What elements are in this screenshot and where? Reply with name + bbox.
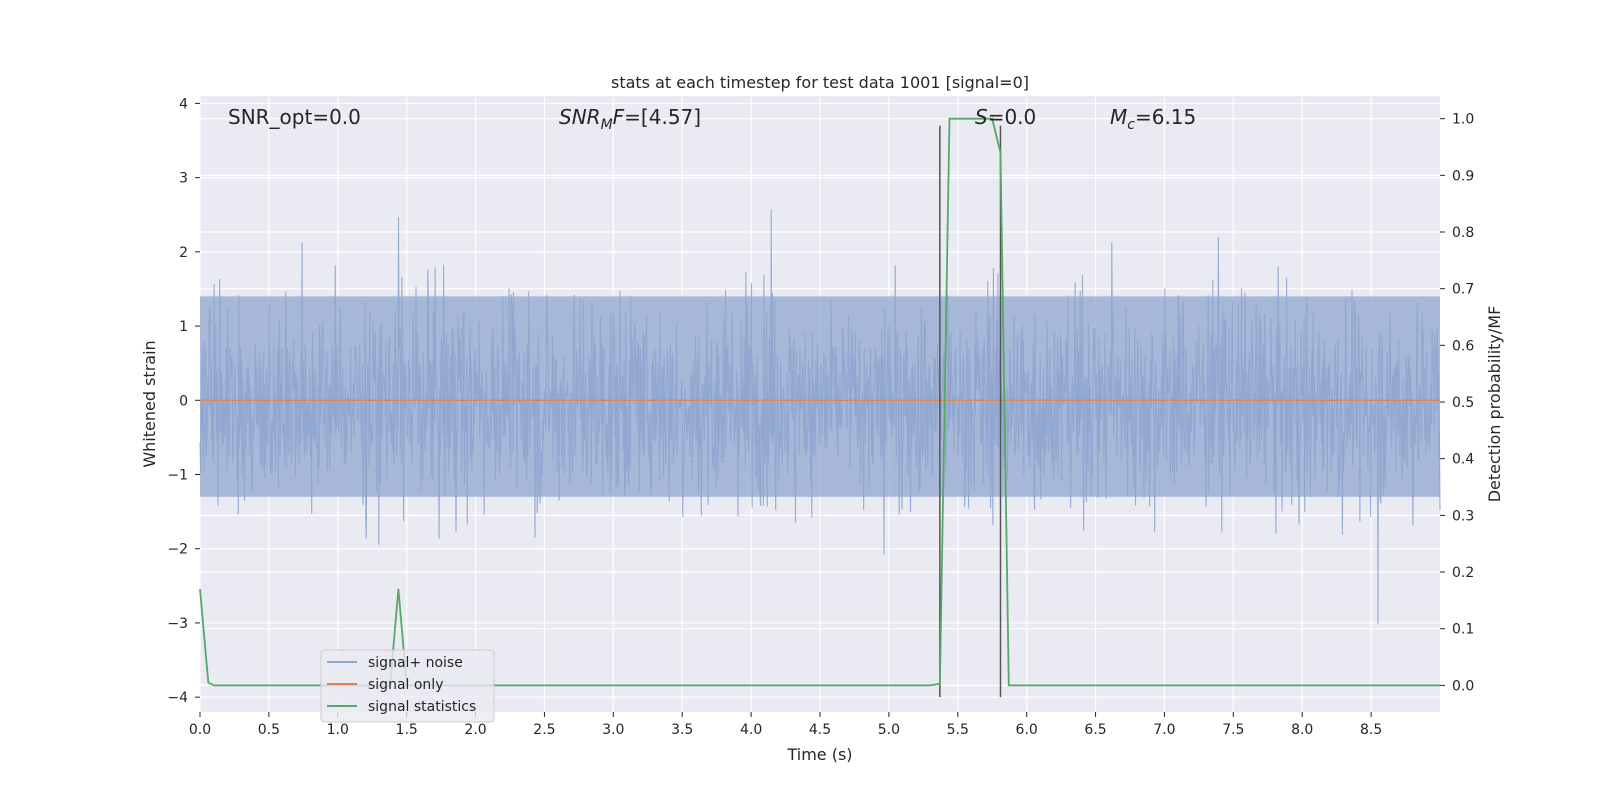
mc-value: =6.15 <box>1135 105 1196 129</box>
right-y-tick-label: 1.0 <box>1452 112 1474 128</box>
left-y-tick-label: −4 <box>167 690 188 706</box>
x-tick-label: 8.5 <box>1360 722 1382 738</box>
right-y-tick-label: 0.8 <box>1452 225 1474 241</box>
right-y-tick-label: 0.7 <box>1452 282 1474 298</box>
mc-symbol: M <box>1110 105 1127 129</box>
mc-subscript: c <box>1127 117 1135 133</box>
x-axis-label: Time (s) <box>786 745 852 764</box>
right-y-tick-label: 0.0 <box>1452 678 1474 694</box>
left-y-axis-label: Whitened strain <box>140 340 159 467</box>
legend-label-signal-noise: signal+ noise <box>368 655 463 671</box>
x-tick-label: 2.5 <box>533 722 555 738</box>
x-tick-label: 7.5 <box>1222 722 1244 738</box>
right-y-tick-label: 0.6 <box>1452 338 1474 354</box>
right-y-tick-label: 0.3 <box>1452 508 1474 524</box>
left-y-tick-label: 3 <box>179 171 188 187</box>
x-tick-label: 2.0 <box>464 722 486 738</box>
right-y-tick-label: 0.1 <box>1452 622 1474 638</box>
x-tick-label: 0.0 <box>189 722 211 738</box>
mc-annotation: Mc=6.15 <box>1110 105 1196 133</box>
x-tick-label: 5.0 <box>878 722 900 738</box>
x-tick-label: 6.5 <box>1084 722 1106 738</box>
legend: signal+ noise signal only signal statist… <box>320 649 495 723</box>
s-stat-symbol: S <box>975 105 988 129</box>
x-tick-label: 6.0 <box>1016 722 1038 738</box>
s-stat-annotation: S=0.0 <box>975 105 1036 129</box>
left-y-tick-label: 1 <box>179 319 188 335</box>
left-y-tick-label: 2 <box>179 245 188 261</box>
right-y-tick-label: 0.9 <box>1452 168 1474 184</box>
signal-noise-core-band <box>200 296 1440 497</box>
right-y-axis-ticks: 0.0 0.1 0.2 0.3 0.4 0.5 0.6 0.7 0.8 0.9 1.0 <box>1440 112 1474 694</box>
left-y-tick-label: −3 <box>167 616 188 632</box>
snr-mf-base: SNR <box>559 105 601 129</box>
x-tick-label: 1.0 <box>327 722 349 738</box>
left-y-tick-label: −2 <box>167 542 188 558</box>
left-y-tick-label: −1 <box>167 468 188 484</box>
snr-mf-annotation: SNRMF=[4.57] <box>559 105 701 133</box>
x-tick-label: 1.5 <box>396 722 418 738</box>
s-stat-value: =0.0 <box>988 105 1037 129</box>
right-y-tick-label: 0.5 <box>1452 395 1474 411</box>
right-y-tick-label: 0.4 <box>1452 452 1474 468</box>
x-tick-label: 3.0 <box>602 722 624 738</box>
x-axis-ticks: 0.0 0.5 1.0 1.5 2.0 2.5 3.0 3.5 4.0 4.5 5.0 5.5 6.0 6… <box>189 712 1382 738</box>
left-y-axis-ticks: −4 −3 −2 −1 0 1 2 3 4 <box>167 96 200 706</box>
snr-opt-annotation: SNR_opt=0.0 <box>228 105 361 129</box>
legend-label-signal-only: signal only <box>368 677 443 693</box>
left-y-tick-label: 0 <box>179 393 188 409</box>
x-tick-label: 4.5 <box>809 722 831 738</box>
x-tick-label: 7.0 <box>1153 722 1175 738</box>
x-tick-label: 8.0 <box>1291 722 1313 738</box>
chart-title: stats at each timestep for test data 100… <box>611 73 1029 92</box>
snr-mf-tail-f: F <box>613 105 625 129</box>
x-tick-label: 3.5 <box>671 722 693 738</box>
x-tick-label: 5.5 <box>947 722 969 738</box>
right-y-axis-label: Detection probability/MF <box>1485 306 1504 503</box>
left-y-tick-label: 4 <box>179 96 188 112</box>
legend-label-signal-statistics: signal statistics <box>368 699 476 715</box>
legend-box <box>320 649 495 723</box>
x-tick-label: 0.5 <box>258 722 280 738</box>
snr-mf-subscript: M <box>601 117 613 133</box>
x-tick-label: 4.0 <box>740 722 762 738</box>
signal-noise-series <box>199 209 1441 625</box>
snr-mf-value: =[4.57] <box>624 105 701 129</box>
marker-lines <box>939 125 1002 698</box>
right-y-tick-label: 0.2 <box>1452 565 1474 581</box>
